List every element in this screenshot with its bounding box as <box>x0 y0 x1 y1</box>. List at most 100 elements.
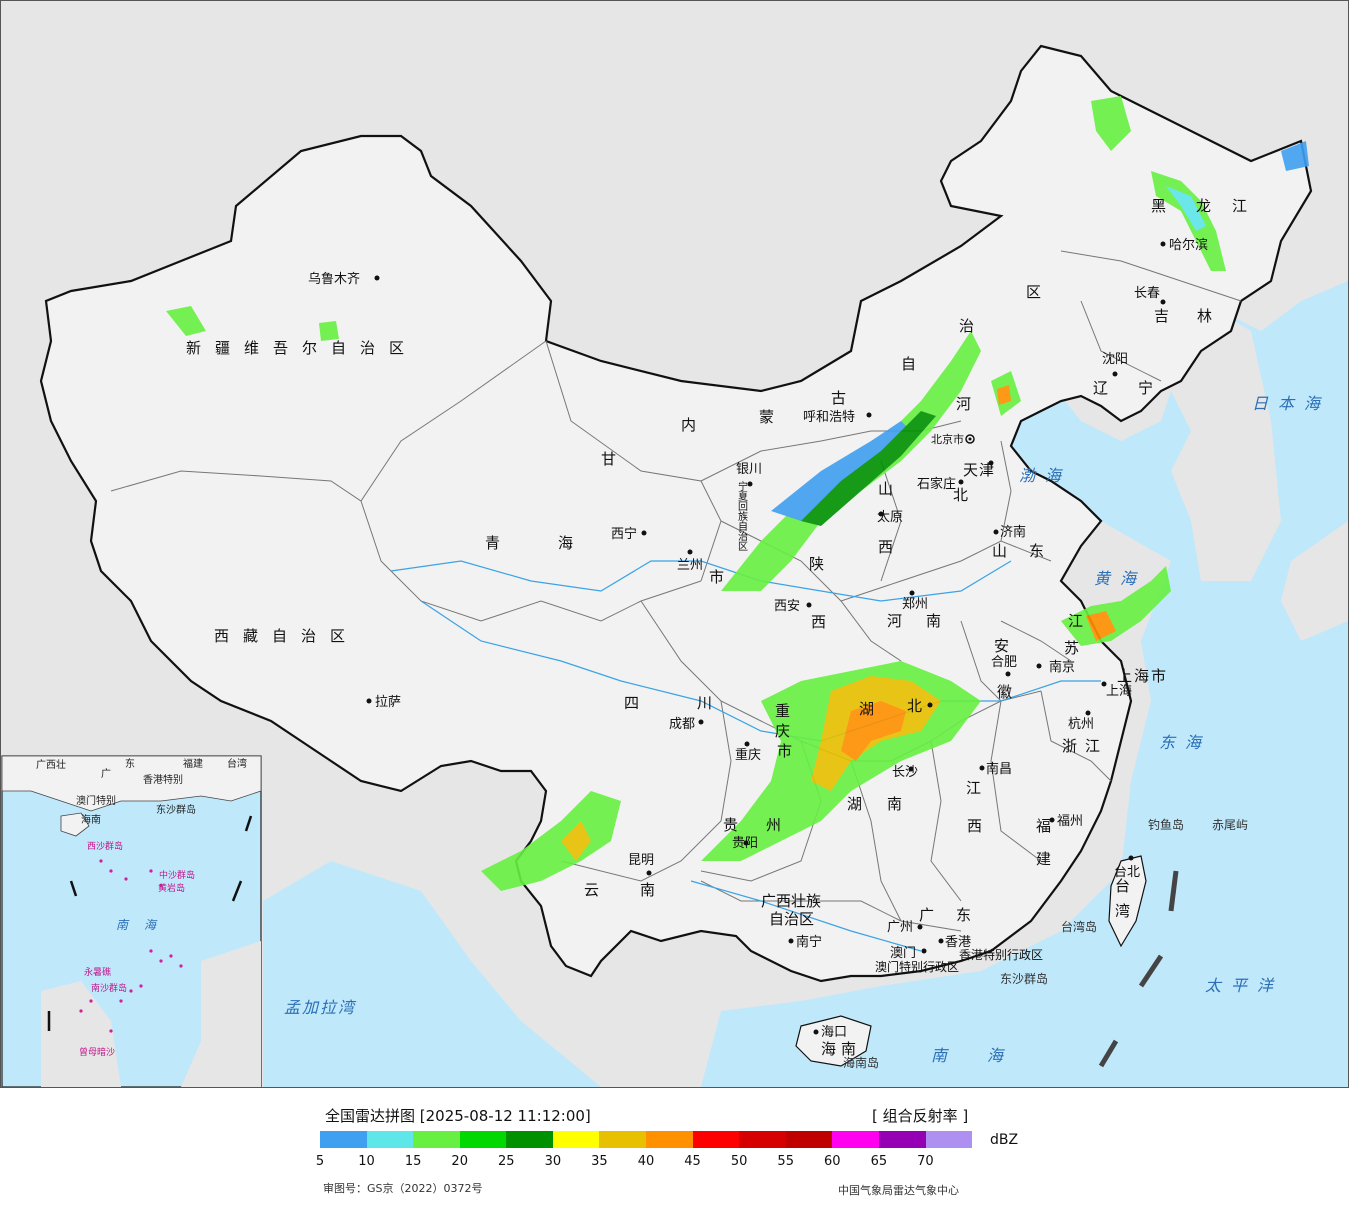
city-label: 银川 <box>736 462 762 477</box>
inset-label: 西沙群岛 <box>87 840 123 852</box>
tick-label: 45 <box>684 1154 701 1169</box>
province-label: 林 <box>1197 307 1212 325</box>
province-label: 天 <box>963 461 978 479</box>
province-label: 川 <box>697 694 712 712</box>
city-label: 合肥 <box>991 655 1017 670</box>
city-label: 杭州 <box>1068 717 1094 732</box>
province-label: 广西壮族 <box>761 892 821 910</box>
tick-label: 40 <box>637 1154 655 1169</box>
map-canvas: 乌鲁木齐 拉萨 西宁 兰州 银川 呼和浩特 北京市 石家庄 太原 西安 郑州 济… <box>1 44 1348 1087</box>
inset-label: 香港特别 <box>143 774 183 786</box>
city-label: 哈尔滨 <box>1169 237 1208 253</box>
province-label: 澳门特别行政区 <box>875 959 959 974</box>
tick-label: 35 <box>591 1154 608 1169</box>
city-label: 上海 <box>1106 684 1132 699</box>
province-label: 青 <box>485 534 500 552</box>
city-label: 西安 <box>774 599 800 614</box>
province-label: 西 <box>967 817 982 835</box>
province-label: 香港特别行政区 <box>959 947 1043 962</box>
province-label: 新疆维吾尔自治区 <box>186 339 418 357</box>
island-label: 赤尾屿 <box>1212 818 1248 832</box>
province-label: 治 <box>959 317 974 335</box>
city-label: 长沙 <box>892 765 918 780</box>
inset-label: 福建 <box>183 757 203 770</box>
radar-map: 乌鲁木齐 拉萨 西宁 兰州 银川 呼和浩特 北京市 石家庄 太原 西安 郑州 济… <box>0 0 1349 1088</box>
hainan-island <box>795 1015 872 1067</box>
inset-label: 海南 <box>81 813 101 826</box>
province-label: 江 <box>1068 612 1083 630</box>
sea-label: 渤海 <box>1019 466 1071 485</box>
source-credit: 中国气象局雷达气象中心 <box>838 1184 959 1197</box>
province-label: 安 <box>994 637 1009 655</box>
province-label: 南 <box>640 881 655 899</box>
province-label: 黑 <box>1151 197 1166 215</box>
city-label: 香港 <box>945 935 971 950</box>
province-label: 区 <box>1026 283 1041 301</box>
province-label: 北 <box>907 697 922 715</box>
city-label: 成都 <box>669 717 695 732</box>
province-label: 津 <box>979 461 994 479</box>
city-label: 长春 <box>1134 286 1160 301</box>
tick-label: 50 <box>730 1154 748 1169</box>
province-label: 苏 <box>1064 639 1079 657</box>
inset-label: 黄岩岛 <box>158 882 185 894</box>
province-label: 江 <box>966 779 981 797</box>
color-swatch <box>506 1131 553 1148</box>
inset-label: 曾母暗沙 <box>79 1046 115 1058</box>
color-swatch <box>646 1131 693 1148</box>
tick-label: 55 <box>777 1154 794 1169</box>
province-label: 州 <box>766 816 781 834</box>
city-label: 郑州 <box>902 597 928 612</box>
tick-label: 20 <box>451 1154 468 1169</box>
province-label: 宁夏回族自治区 <box>736 480 748 551</box>
province-label: 内 <box>681 416 696 434</box>
sea-label: 孟加拉湾 <box>284 998 357 1017</box>
island-label: 台湾岛 <box>1061 919 1097 934</box>
province-label: 市 <box>709 568 724 586</box>
province-label: 龙 <box>1196 197 1211 215</box>
province-label: 西藏自治区 <box>214 627 359 645</box>
province-label: 西 <box>811 613 826 631</box>
tick-label: 60 <box>824 1154 841 1169</box>
inset-label: 南海 <box>116 918 172 932</box>
province-label: 南 <box>841 1040 856 1058</box>
tick-label: 70 <box>917 1154 934 1169</box>
province-label: 市 <box>777 742 792 760</box>
color-swatch <box>366 1131 414 1148</box>
color-swatch <box>599 1131 647 1148</box>
city-label: 南昌 <box>986 761 1012 777</box>
province-label: 海 <box>558 534 573 552</box>
color-swatch <box>692 1131 740 1148</box>
legend-title: 全国雷达拼图 [2025-08-12 11:12:00] <box>325 1107 591 1125</box>
city-dots <box>366 241 1166 1035</box>
city-label: 乌鲁木齐 <box>308 271 360 287</box>
city-label: 西宁 <box>611 526 637 542</box>
province-label: 东 <box>1029 542 1044 560</box>
province-label: 建 <box>1036 850 1051 868</box>
province-label: 海 <box>821 1040 836 1058</box>
province-label: 福 <box>1036 817 1051 835</box>
province-label: 甘 <box>601 450 616 468</box>
province-label: 山 <box>992 542 1007 560</box>
island-label: 东沙群岛 <box>1000 971 1048 986</box>
bay-of-bengal <box>263 861 601 1087</box>
inset-label: 广 <box>101 768 111 780</box>
color-swatch <box>739 1131 786 1148</box>
province-label: 云 <box>584 881 599 899</box>
province-label: 西 <box>878 538 893 556</box>
city-label: 昆明 <box>628 853 654 868</box>
province-label: 徽 <box>997 683 1012 701</box>
sea-label: 南海 <box>931 1046 1043 1065</box>
city-label: 贵阳 <box>732 836 758 851</box>
sea-label: 太平洋 <box>1205 976 1283 995</box>
inset-label: 澳门特别 <box>76 794 116 807</box>
city-label: 济南 <box>1000 524 1026 540</box>
province-label: 自 <box>901 355 916 373</box>
inset-label: 广西壮 <box>36 759 66 771</box>
province-label: 湾 <box>1115 902 1130 920</box>
city-label: 台北 <box>1114 865 1140 880</box>
radar-echoes <box>166 96 1309 891</box>
tick-label: 25 <box>498 1154 515 1169</box>
province-label: 南 <box>887 795 902 813</box>
island-label: 海南岛 <box>843 1055 879 1070</box>
